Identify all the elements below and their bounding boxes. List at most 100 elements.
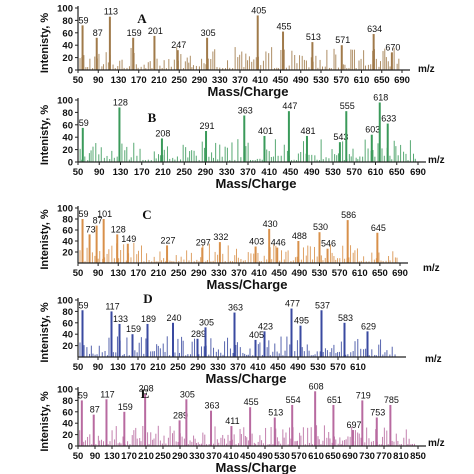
x-tick-label: 330 bbox=[189, 451, 205, 462]
x-tick-label: 90 bbox=[93, 268, 104, 279]
x-tick-label: 370 bbox=[230, 362, 246, 373]
x-tick-label: 570 bbox=[330, 362, 346, 373]
peak-label-59: 59 bbox=[79, 15, 89, 25]
peak-label-59: 59 bbox=[78, 390, 88, 400]
peak-label-651: 651 bbox=[327, 395, 342, 405]
y-tick-label: 60 bbox=[62, 226, 73, 237]
x-tick-label: 170 bbox=[131, 75, 147, 86]
peak-label-603: 603 bbox=[365, 125, 380, 135]
peak-label-571: 571 bbox=[335, 35, 350, 45]
x-tick-label: 450 bbox=[283, 167, 299, 178]
x-tick-label: 770 bbox=[376, 451, 392, 462]
x-tick-label: 570 bbox=[333, 75, 349, 86]
x-tick-label: 410 bbox=[251, 268, 267, 279]
x-tick-label: 50 bbox=[73, 362, 84, 373]
peak-label-363: 363 bbox=[205, 401, 220, 411]
peak-label-159: 159 bbox=[127, 28, 142, 38]
peak-label-405: 405 bbox=[249, 330, 264, 340]
peak-label-633: 633 bbox=[381, 114, 396, 124]
x-tick-label: 530 bbox=[325, 167, 341, 178]
mz-label: m/z bbox=[425, 354, 442, 365]
x-tick-label: 50 bbox=[73, 167, 84, 178]
peak-label-133: 133 bbox=[113, 314, 128, 324]
peak-label-447: 447 bbox=[282, 101, 297, 111]
y-tick-label: 80 bbox=[62, 215, 73, 226]
x-tick-label: 450 bbox=[270, 362, 286, 373]
peak-label-403: 403 bbox=[249, 237, 264, 247]
peak-label-634: 634 bbox=[367, 24, 382, 34]
x-tick-label: 690 bbox=[342, 451, 358, 462]
peak-label-305: 305 bbox=[199, 317, 214, 327]
x-axis-label: Mass/Charge bbox=[216, 176, 297, 191]
x-tick-label: 330 bbox=[210, 362, 226, 373]
peak-label-289: 289 bbox=[173, 410, 188, 420]
x-tick-label: 690 bbox=[410, 167, 426, 178]
y-tick-label: 20 bbox=[62, 145, 73, 156]
x-tick-label: 610 bbox=[352, 268, 368, 279]
peak-label-423: 423 bbox=[258, 321, 273, 331]
y-tick-label: 20 bbox=[62, 53, 73, 64]
peak-label-247: 247 bbox=[171, 40, 186, 50]
peak-label-405: 405 bbox=[251, 5, 266, 15]
y-tick-label: 20 bbox=[62, 248, 73, 259]
peak-label-513: 513 bbox=[268, 408, 283, 418]
peak-label-113: 113 bbox=[104, 7, 118, 17]
peak-label-537: 537 bbox=[315, 300, 330, 310]
x-tick-label: 290 bbox=[190, 362, 206, 373]
y-tick-label: 20 bbox=[62, 341, 73, 352]
y-tick-label: 20 bbox=[62, 430, 73, 441]
y-tick-label: 100 bbox=[57, 296, 73, 307]
y-tick-label: 60 bbox=[62, 120, 73, 131]
mz-label: m/z bbox=[418, 64, 435, 75]
x-tick-label: 490 bbox=[304, 167, 320, 178]
x-tick-label: 170 bbox=[134, 167, 150, 178]
y-tick-label: 80 bbox=[62, 108, 73, 119]
peak-label-697: 697 bbox=[346, 420, 361, 430]
y-tick-label: 80 bbox=[62, 307, 73, 318]
x-tick-label: 250 bbox=[176, 167, 192, 178]
peak-label-363: 363 bbox=[228, 303, 243, 313]
peak-label-555: 555 bbox=[340, 101, 355, 111]
mz-label: m/z bbox=[423, 263, 440, 274]
x-tick-label: 530 bbox=[274, 451, 290, 462]
peak-label-159: 159 bbox=[126, 324, 141, 334]
peak-label-455: 455 bbox=[244, 397, 259, 407]
x-tick-label: 250 bbox=[155, 451, 171, 462]
peak-label-446: 446 bbox=[271, 238, 286, 248]
peak-label-87: 87 bbox=[93, 28, 103, 38]
peak-label-645: 645 bbox=[371, 223, 386, 233]
peak-label-159: 159 bbox=[118, 402, 133, 412]
peak-label-305: 305 bbox=[201, 28, 216, 38]
peak-label-554: 554 bbox=[286, 395, 301, 405]
peak-label-240: 240 bbox=[166, 313, 181, 323]
y-tick-label: 40 bbox=[62, 41, 73, 52]
y-tick-label: 60 bbox=[62, 407, 73, 418]
peak-label-208: 208 bbox=[155, 128, 170, 138]
x-tick-label: 490 bbox=[293, 75, 309, 86]
peak-label-546: 546 bbox=[321, 239, 336, 249]
x-tick-label: 290 bbox=[192, 75, 208, 86]
x-tick-label: 90 bbox=[94, 167, 105, 178]
panel-letter: E bbox=[141, 386, 150, 401]
x-tick-label: 850 bbox=[410, 451, 426, 462]
peak-label-332: 332 bbox=[213, 232, 228, 242]
x-tick-label: 570 bbox=[291, 451, 307, 462]
x-tick-label: 370 bbox=[206, 451, 222, 462]
y-tick-label: 80 bbox=[62, 396, 73, 407]
x-axis-label: Mass/Charge bbox=[208, 84, 289, 99]
mz-label: m/z bbox=[428, 438, 445, 449]
y-axis-label: Intenisty, % bbox=[39, 105, 51, 166]
peak-label-785: 785 bbox=[384, 395, 399, 405]
x-tick-label: 370 bbox=[231, 268, 247, 279]
peak-label-208: 208 bbox=[139, 384, 154, 394]
x-tick-label: 170 bbox=[130, 362, 146, 373]
y-tick-label: 100 bbox=[57, 96, 73, 107]
x-tick-label: 130 bbox=[110, 268, 126, 279]
y-tick-label: 0 bbox=[68, 442, 73, 453]
y-tick-label: 100 bbox=[57, 204, 73, 215]
panel-letter: A bbox=[137, 11, 147, 26]
peak-label-59: 59 bbox=[78, 300, 88, 310]
